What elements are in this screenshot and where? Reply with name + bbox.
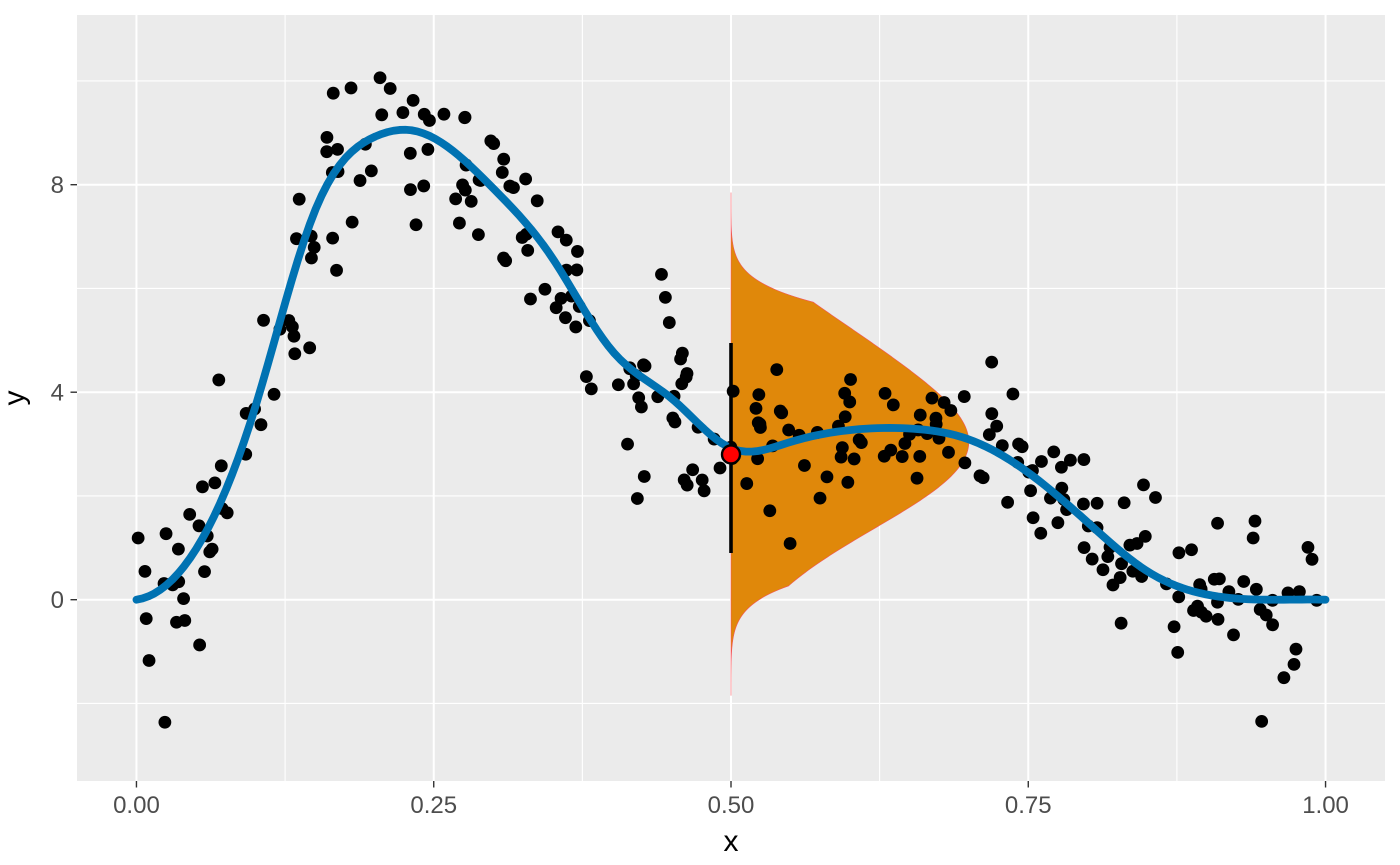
svg-text:0: 0 xyxy=(51,587,64,614)
svg-text:0.75: 0.75 xyxy=(1005,792,1052,819)
svg-text:0.00: 0.00 xyxy=(113,792,160,819)
svg-text:8: 8 xyxy=(51,172,64,199)
svg-text:0.50: 0.50 xyxy=(708,792,755,819)
svg-text:0.25: 0.25 xyxy=(410,792,457,819)
svg-text:y: y xyxy=(0,391,31,406)
svg-text:1.00: 1.00 xyxy=(1302,792,1349,819)
svg-text:x: x xyxy=(724,825,739,858)
svg-text:4: 4 xyxy=(51,380,64,407)
